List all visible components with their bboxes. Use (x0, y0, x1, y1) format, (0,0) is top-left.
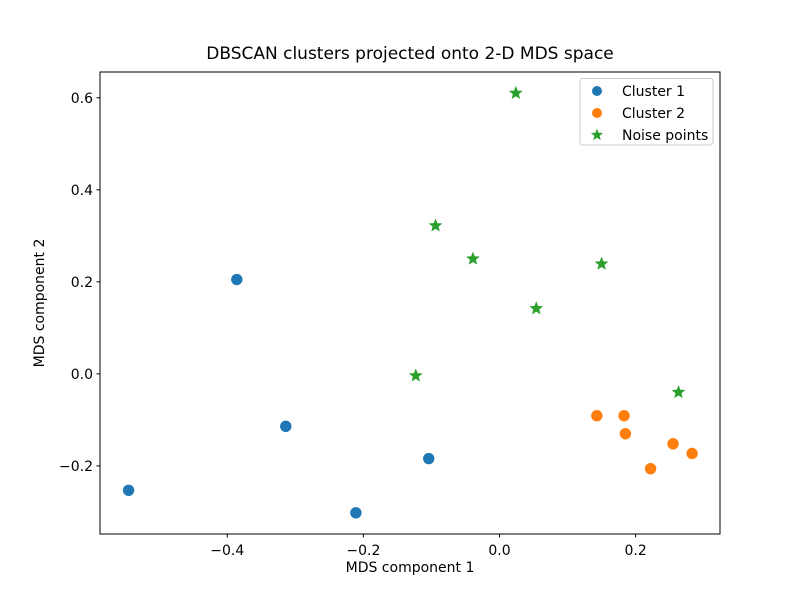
point-cluster-2 (667, 438, 679, 450)
y-tick-label: 0.4 (71, 183, 93, 199)
chart-title: DBSCAN clusters projected onto 2-D MDS s… (206, 44, 614, 64)
y-tick-label: 0.6 (71, 91, 93, 107)
legend-box (579, 78, 714, 146)
series-cluster-1 (122, 273, 435, 519)
x-tick-label: 0.2 (624, 543, 646, 559)
point-noise-points (529, 301, 544, 315)
point-cluster-1 (423, 452, 435, 465)
axes: −0.4 −0.2 0.0 0.2 −0.2 0.0 0.2 0.4 0.6 (59, 71, 721, 559)
point-cluster-1 (350, 507, 362, 519)
y-tick-label: 0.0 (71, 367, 93, 383)
point-cluster-2 (619, 427, 632, 440)
x-tick-label: 0.0 (488, 543, 510, 559)
y-axis-label: MDS component 2 (32, 239, 48, 368)
point-noise-points (466, 251, 480, 265)
point-noise-points (428, 218, 443, 232)
legend-label-cluster-2: Cluster 2 (622, 106, 685, 122)
x-tick-label: −0.4 (210, 543, 244, 559)
point-noise-points (671, 385, 686, 399)
series-noise-points (408, 85, 686, 399)
legend-label-cluster-1: Cluster 1 (622, 84, 685, 100)
point-cluster-2 (644, 462, 657, 475)
legend-marker-noise-points-icon (590, 128, 604, 141)
point-noise-points (408, 368, 423, 382)
plot-frame (99, 71, 721, 535)
point-cluster-1 (280, 420, 292, 433)
legend: Cluster 1 Cluster 2 Noise points (579, 78, 714, 146)
x-tick-label: −0.2 (346, 543, 380, 559)
point-cluster-1 (231, 273, 243, 286)
legend-marker-cluster-2-icon (592, 108, 602, 118)
point-cluster-1 (122, 484, 135, 496)
data-points (122, 85, 698, 519)
point-noise-points (594, 256, 609, 270)
point-cluster-2 (591, 410, 603, 422)
point-noise-points (508, 85, 523, 100)
series-cluster-2 (591, 410, 698, 475)
y-tick-label: 0.2 (71, 275, 93, 291)
legend-label-noise-points: Noise points (622, 128, 708, 144)
point-cluster-2 (618, 410, 630, 422)
legend-marker-cluster-1-icon (592, 86, 602, 96)
x-axis-label: MDS component 1 (346, 560, 475, 576)
y-tick-label: −0.2 (59, 459, 93, 475)
point-cluster-2 (686, 447, 698, 460)
